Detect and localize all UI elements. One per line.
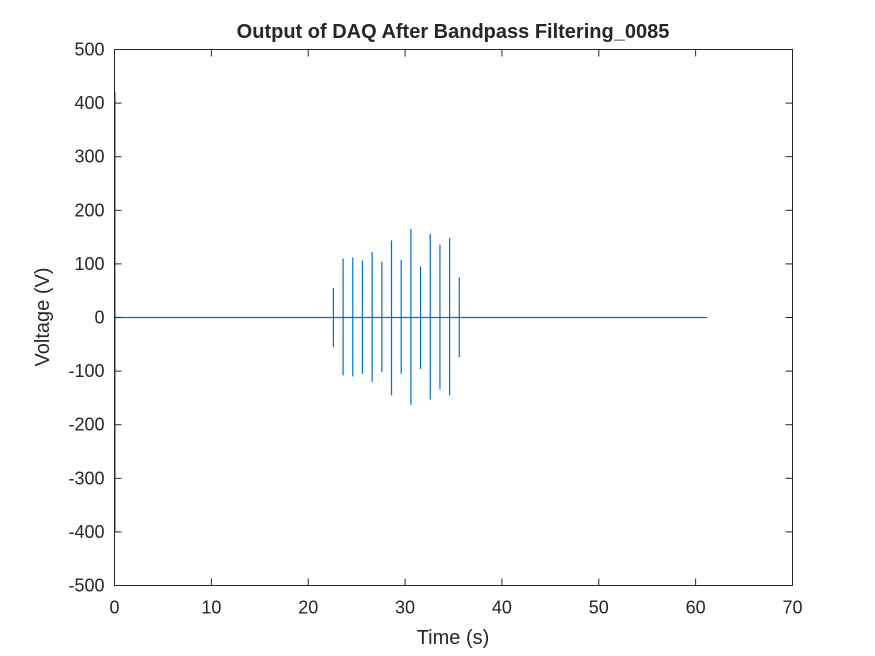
- chart-title: Output of DAQ After Bandpass Filtering_0…: [237, 21, 670, 43]
- y-tick-label: 500: [74, 40, 104, 60]
- y-tick-label: 400: [74, 93, 104, 113]
- y-tick-label: -500: [68, 576, 104, 596]
- x-tick-label: 40: [492, 598, 512, 618]
- plot-area: [114, 92, 708, 532]
- x-tick-label: 50: [589, 598, 609, 618]
- y-tick-label: 0: [94, 308, 104, 328]
- x-tick-label: 10: [201, 598, 221, 618]
- y-tick-label: 200: [74, 200, 104, 220]
- y-tick-label: -300: [68, 468, 104, 488]
- y-tick-label: 100: [74, 254, 104, 274]
- x-tick-label: 70: [782, 598, 802, 618]
- y-tick-label: -400: [68, 522, 104, 542]
- y-axis-label: Voltage (V): [32, 268, 54, 367]
- x-axis-label: Time (s): [417, 627, 490, 649]
- y-tick-label: 300: [74, 147, 104, 167]
- y-tick-label: -200: [68, 415, 104, 435]
- x-tick-label: 30: [395, 598, 415, 618]
- x-tick-label: 0: [109, 598, 119, 618]
- x-tick-label: 20: [298, 598, 318, 618]
- x-axis: 0 10 20 30 40 50 60 70: [109, 49, 803, 618]
- x-tick-label: 60: [686, 598, 706, 618]
- y-tick-label: -100: [68, 361, 104, 381]
- y-axis: 500 400 300 200 100 0 -100 -200 -300 -400 -500: [68, 40, 793, 596]
